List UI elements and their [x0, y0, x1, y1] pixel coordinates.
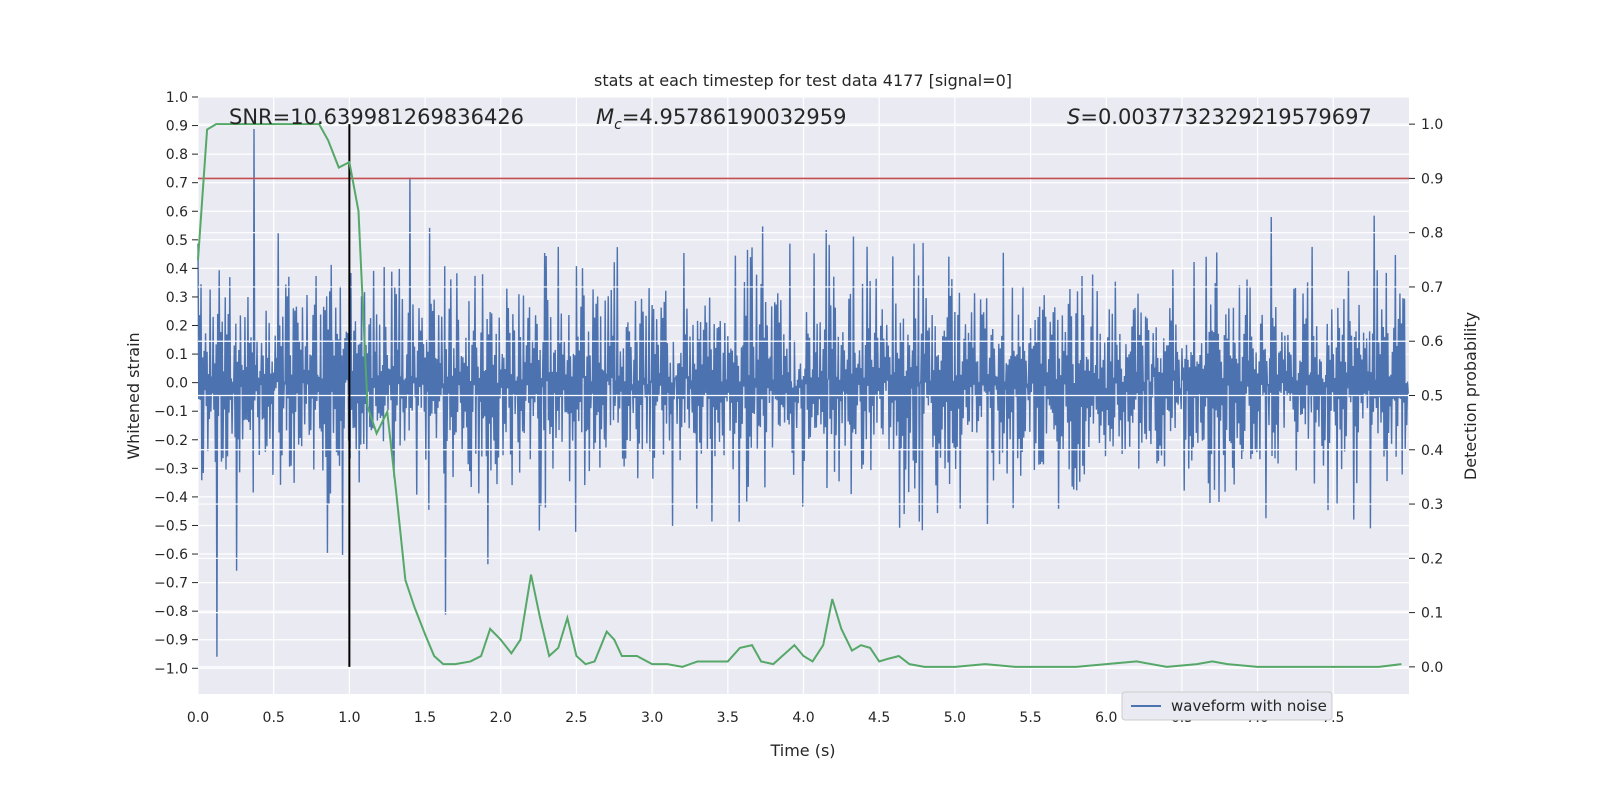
y-right-tick-label: 0.5: [1421, 389, 1443, 405]
waveform-series: [197, 128, 1409, 657]
y-left-tick-label: −0.2: [154, 433, 188, 449]
x-tick-label: 5.5: [1019, 710, 1041, 726]
y-left-tick-label: 0.9: [166, 119, 188, 135]
y-left-tick-label: 0.8: [166, 147, 188, 163]
y-left-tick-label: 1.0: [166, 90, 188, 106]
y-right-tick-label: 0.4: [1421, 443, 1443, 459]
y-right-tick-label: 0.7: [1421, 280, 1443, 296]
x-tick-label: 5.0: [944, 710, 966, 726]
waveform-line: [197, 128, 1409, 657]
statistic-symbol: S: [1067, 105, 1080, 129]
chart-title: stats at each timestep for test data 417…: [594, 71, 1012, 90]
statistic-value: =0.003773232921957969​7: [1080, 105, 1372, 129]
x-tick-label: 2.5: [565, 710, 587, 726]
y-left-axis-label: Whitened strain: [124, 332, 143, 459]
y-left-tick-label: −0.9: [154, 633, 188, 649]
x-tick-label: 4.0: [792, 710, 814, 726]
y-right-tick-label: 1.0: [1421, 117, 1443, 133]
y-left-axis-ticks: 1.0 0.9 0.8 0.7 0.6 0.5 0.4 0.3 0.2 0.1 0.0 −0.1 −0.…: [154, 90, 198, 677]
chirp-mass-symbol: M: [596, 105, 614, 129]
y-left-tick-label: −0.5: [154, 518, 188, 534]
detection-probability-line: [197, 123, 1402, 668]
y-left-tick-label: 0.6: [166, 204, 188, 220]
x-tick-label: 0.0: [187, 710, 209, 726]
x-tick-label: 3.0: [641, 710, 663, 726]
x-axis-label: Time (s): [769, 741, 835, 760]
legend: waveform with noise: [1121, 691, 1333, 721]
chirp-mass-value: =4.95786190032959: [622, 105, 847, 129]
y-right-tick-label: 0.9: [1421, 171, 1443, 187]
legend-entry: waveform with noise: [1171, 697, 1327, 715]
x-tick-label: 0.5: [263, 710, 285, 726]
x-tick-label: 3.5: [717, 710, 739, 726]
y-left-tick-label: −0.1: [154, 404, 188, 420]
y-left-tick-label: 0.0: [166, 376, 188, 392]
x-tick-label: 1.0: [338, 710, 360, 726]
y-right-tick-label: 0.0: [1421, 660, 1443, 676]
y-right-axis-ticks: 1.0 0.9 0.8 0.7 0.6 0.5 0.4 0.3 0.2 0.1 0.0: [1409, 117, 1443, 676]
x-tick-label: 6.0: [1095, 710, 1117, 726]
y-left-tick-label: −0.7: [154, 576, 188, 592]
y-left-tick-label: 0.2: [166, 319, 188, 335]
x-tick-label: 2.0: [490, 710, 512, 726]
y-left-tick-label: 0.5: [166, 233, 188, 249]
chirp-mass-annotation: Mc=4.95786190032959: [596, 105, 847, 133]
x-tick-label: 4.5: [868, 710, 890, 726]
grid-lines-right: [198, 123, 1409, 668]
y-left-tick-label: 0.3: [166, 290, 188, 306]
snr-annotation: SNR=10.639981269836426: [229, 105, 524, 129]
chirp-mass-subscript: c: [614, 117, 622, 133]
y-right-axis-label: Detection probability: [1461, 312, 1480, 480]
y-right-tick-label: 0.3: [1421, 497, 1443, 513]
y-left-tick-label: 0.7: [166, 176, 188, 192]
y-left-tick-label: −1.0: [154, 661, 188, 677]
y-left-tick-label: −0.8: [154, 604, 188, 620]
y-right-tick-label: 0.1: [1421, 606, 1443, 622]
statistic-annotation: S=0.003773232921957969​7: [1067, 105, 1372, 129]
y-right-tick-label: 0.8: [1421, 226, 1443, 242]
y-right-tick-label: 0.6: [1421, 334, 1443, 350]
legend-box: [1121, 691, 1333, 721]
y-left-tick-label: 0.1: [166, 347, 188, 363]
y-right-tick-label: 0.2: [1421, 551, 1443, 567]
y-left-tick-label: −0.3: [154, 461, 188, 477]
x-tick-label: 1.5: [414, 710, 436, 726]
y-left-tick-label: −0.6: [154, 547, 188, 563]
y-left-tick-label: 0.4: [166, 261, 188, 277]
y-left-tick-label: −0.4: [154, 490, 188, 506]
